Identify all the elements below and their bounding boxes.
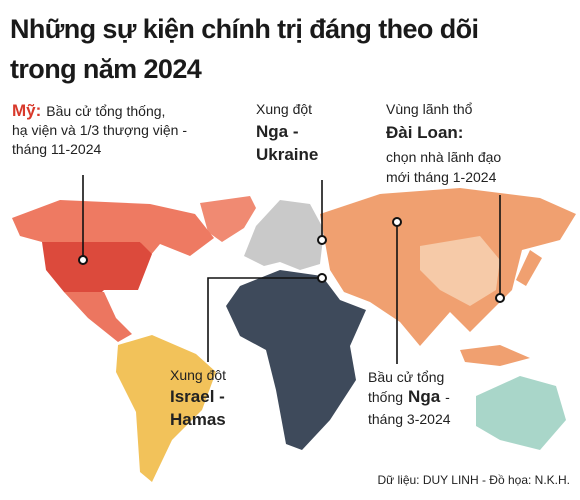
annotation-text: Bầu cử tổng <box>368 369 444 385</box>
annotation-line: Đài Loan: <box>386 123 463 142</box>
annotation-text: Mỹ: <box>12 101 41 120</box>
annotation-line: Xung đột <box>256 101 312 117</box>
japan <box>516 250 542 286</box>
europe <box>244 200 324 270</box>
annotation-text: Vùng lãnh thổ <box>386 101 473 117</box>
se-asia-islands <box>460 345 530 366</box>
annotation-line: Mỹ: Bầu cử tổng thống, <box>12 101 165 120</box>
annotation-line: tháng 3-2024 <box>368 411 451 427</box>
annotation-text: tháng 3-2024 <box>368 411 451 427</box>
marker <box>78 255 88 265</box>
annotation: Xung đột Israel - Hamas <box>170 367 226 429</box>
annotation-text: Israel - <box>170 387 225 406</box>
mexico <box>64 292 132 342</box>
south-america <box>116 335 216 482</box>
annotation-line: Israel - <box>170 387 225 406</box>
annotation-text: - <box>445 389 450 405</box>
annotation-text: Nga - <box>256 122 299 141</box>
africa <box>226 270 366 450</box>
annotation-line: Vùng lãnh thổ <box>386 101 473 117</box>
annotation-line: tháng 11-2024 <box>12 141 101 157</box>
annotation-text: Nga <box>408 387 441 406</box>
annotation-text: tháng 11-2024 <box>12 141 101 157</box>
annotation-text: mới tháng 1-2024 <box>386 169 497 185</box>
marker <box>317 235 327 245</box>
annotation: Bầu cử tổng thống Nga - tháng 3-2024 <box>368 369 451 427</box>
title: trong năm 2024 <box>10 54 202 84</box>
annotation-line: Bầu cử tổng <box>368 369 444 385</box>
annotation-line: chọn nhà lãnh đạo <box>386 149 501 165</box>
annotation-text: Xung đột <box>256 101 312 117</box>
annotation-text: thống <box>368 389 403 405</box>
annotation-line: Ukraine <box>256 145 318 164</box>
marker <box>495 293 505 303</box>
australia <box>476 376 566 450</box>
annotation-text: chọn nhà lãnh đạo <box>386 149 501 165</box>
annotation-text: Xung đột <box>170 367 226 383</box>
annotation-line: mới tháng 1-2024 <box>386 169 497 185</box>
annotation-text: Hamas <box>170 410 226 429</box>
title: Những sự kiện chính trị đáng theo dõi <box>10 14 478 44</box>
annotation-line: thống Nga - <box>368 387 450 406</box>
leader-line <box>207 277 322 362</box>
annotation-text: Đài Loan: <box>386 123 463 142</box>
annotation-line: Nga - <box>256 122 299 141</box>
map <box>12 188 576 482</box>
annotation-line: Xung đột <box>170 367 226 383</box>
annotation: Xung đột Nga - Ukraine <box>256 101 318 164</box>
annotation-line: hạ viện và 1/3 thượng viện - <box>12 122 187 138</box>
marker <box>392 217 402 227</box>
marker <box>317 273 327 283</box>
annotation-text: Ukraine <box>256 145 318 164</box>
annotation-text: Bầu cử tổng thống, <box>46 103 165 119</box>
annotation: Vùng lãnh thổ Đài Loan: chọn nhà lãnh đạo m… <box>386 101 501 185</box>
usa <box>42 242 152 306</box>
annotation-text: hạ viện và 1/3 thượng viện - <box>12 122 187 138</box>
annotation: Mỹ: Bầu cử tổng thống, hạ viện và 1/3 thượ… <box>12 101 187 157</box>
annotation-line: Hamas <box>170 410 226 429</box>
greenland <box>200 196 256 242</box>
source: Dữ liệu: DUY LINH - Đồ họa: N.K.H. <box>377 473 570 487</box>
china <box>420 236 500 306</box>
leaders <box>78 175 505 364</box>
